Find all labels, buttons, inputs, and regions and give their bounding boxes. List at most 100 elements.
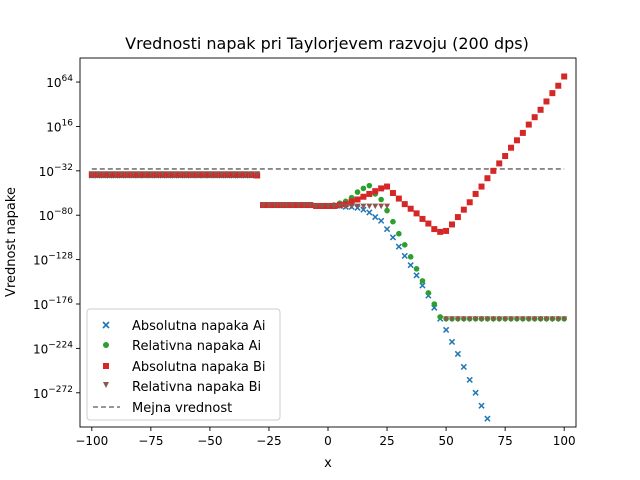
legend-label: Mejna vrednost bbox=[132, 401, 232, 416]
y-tick-label: 10−224 bbox=[33, 340, 73, 356]
data-point bbox=[502, 153, 509, 160]
data-point bbox=[472, 389, 479, 396]
data-point bbox=[183, 171, 190, 177]
data-point bbox=[360, 206, 367, 213]
x-axis-label: x bbox=[324, 456, 332, 471]
chart-title: Vrednosti napak pri Taylorjevem razvoju … bbox=[125, 34, 529, 53]
data-point bbox=[384, 203, 391, 210]
data-point bbox=[472, 316, 479, 322]
data-point bbox=[348, 203, 355, 210]
data-point bbox=[478, 402, 485, 409]
data-point bbox=[212, 171, 219, 177]
x-tick-label: −25 bbox=[256, 434, 281, 448]
data-point bbox=[100, 171, 107, 177]
y-tick-label: 1064 bbox=[46, 74, 73, 90]
data-point bbox=[88, 171, 95, 177]
data-point bbox=[419, 215, 426, 222]
data-point bbox=[508, 144, 515, 151]
data-point bbox=[378, 185, 385, 192]
x-tick-label: −75 bbox=[138, 434, 163, 448]
data-point bbox=[378, 196, 384, 203]
data-point bbox=[513, 316, 520, 322]
data-point bbox=[384, 207, 390, 214]
data-point bbox=[407, 205, 414, 212]
data-point bbox=[336, 203, 343, 210]
data-point bbox=[502, 316, 509, 322]
data-point bbox=[431, 226, 438, 233]
data-point bbox=[177, 171, 184, 177]
data-point bbox=[525, 121, 532, 128]
data-point bbox=[442, 326, 450, 334]
data-point bbox=[537, 106, 544, 113]
legend-marker-square bbox=[103, 363, 109, 369]
data-point bbox=[277, 202, 284, 209]
data-point bbox=[271, 202, 278, 209]
data-point bbox=[496, 316, 503, 322]
data-point bbox=[413, 272, 420, 279]
legend-label: Absolutna napaka Bi bbox=[132, 360, 266, 375]
data-point bbox=[466, 316, 473, 322]
data-point bbox=[443, 227, 450, 234]
data-point bbox=[372, 203, 379, 210]
data-point bbox=[236, 171, 243, 177]
data-point bbox=[330, 203, 337, 210]
data-point bbox=[218, 171, 225, 177]
data-point bbox=[248, 171, 255, 177]
data-point bbox=[307, 202, 314, 209]
data-point bbox=[118, 171, 125, 177]
data-point bbox=[490, 316, 497, 322]
data-point bbox=[407, 262, 414, 269]
data-point bbox=[484, 316, 491, 322]
data-point bbox=[260, 202, 267, 209]
legend-item-abs-bi: Absolutna napaka Bi bbox=[103, 360, 266, 375]
data-point bbox=[454, 316, 461, 322]
x-tick-label: 0 bbox=[324, 434, 332, 448]
data-point bbox=[230, 171, 237, 177]
data-point bbox=[508, 316, 515, 322]
data-point bbox=[366, 203, 373, 210]
data-point bbox=[549, 90, 556, 97]
data-point bbox=[555, 82, 562, 89]
data-point bbox=[460, 206, 467, 213]
y-tick-label: 1016 bbox=[46, 118, 73, 134]
data-point bbox=[484, 175, 491, 182]
data-point bbox=[396, 230, 402, 237]
data-point bbox=[124, 171, 131, 177]
data-point bbox=[254, 171, 261, 177]
data-point bbox=[130, 171, 137, 177]
data-point bbox=[265, 202, 272, 209]
data-point bbox=[484, 415, 491, 422]
data-point bbox=[348, 198, 355, 205]
data-point bbox=[466, 199, 473, 206]
data-point bbox=[425, 290, 432, 296]
y-tick-label: 10−128 bbox=[33, 252, 73, 268]
y-tick-label: 10−176 bbox=[33, 296, 73, 312]
data-point bbox=[354, 203, 361, 210]
data-point bbox=[242, 171, 249, 177]
data-point bbox=[478, 316, 485, 322]
x-tick-label: 50 bbox=[438, 434, 453, 448]
data-point bbox=[389, 190, 396, 197]
data-point bbox=[549, 316, 556, 322]
data-point bbox=[561, 73, 568, 80]
y-tick-label: 10−272 bbox=[33, 385, 73, 401]
data-point bbox=[513, 137, 520, 144]
data-point bbox=[360, 185, 367, 192]
data-point bbox=[543, 316, 550, 322]
data-point bbox=[419, 278, 426, 284]
data-point bbox=[401, 201, 408, 208]
x-tick-label: 100 bbox=[553, 434, 576, 448]
legend-label: Absolutna napaka Ai bbox=[132, 319, 266, 334]
data-point bbox=[466, 376, 473, 383]
x-tick-label: 25 bbox=[379, 434, 394, 448]
data-point bbox=[561, 316, 568, 322]
legend-label: Relativna napaka Ai bbox=[132, 339, 261, 354]
data-point bbox=[519, 316, 526, 322]
data-point bbox=[147, 171, 154, 177]
data-point bbox=[378, 203, 385, 210]
data-point bbox=[366, 190, 373, 197]
data-point bbox=[378, 217, 385, 224]
data-point bbox=[195, 171, 202, 177]
data-point bbox=[525, 316, 532, 322]
legend-label: Relativna napaka Bi bbox=[132, 380, 261, 395]
